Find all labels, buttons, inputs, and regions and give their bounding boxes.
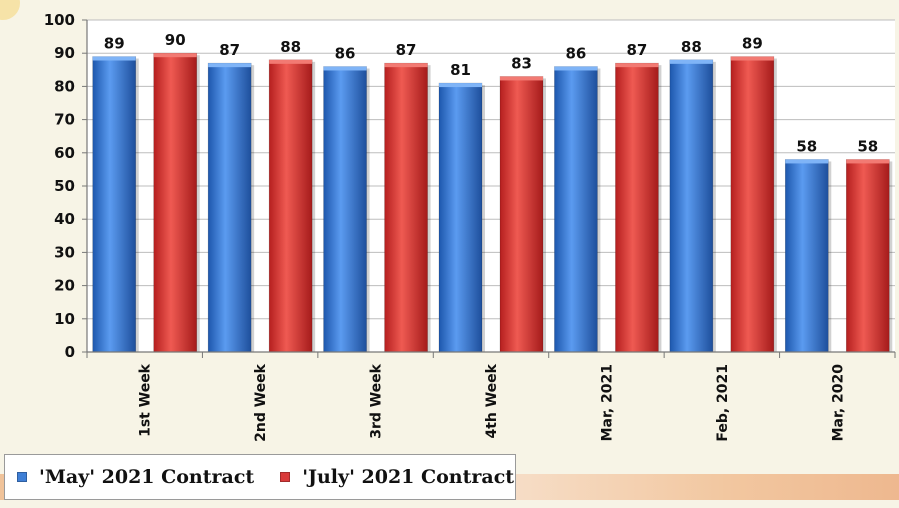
data-label: 90 [165,31,186,49]
bar-may [207,62,252,353]
bar-may [92,56,137,353]
data-label: 88 [280,38,301,56]
axes [82,19,896,358]
bar-may [784,159,829,353]
bar-may [554,66,598,353]
decorative-orange-band [516,474,899,500]
bar-july [153,52,198,353]
data-label: 86 [565,44,586,62]
bar-july [384,62,428,353]
bar-may [669,59,714,353]
bar-top-highlight [439,83,482,88]
legend-swatch-july [280,472,291,482]
legend-label-july: 'July' 2021 Contract [302,466,515,488]
bar-top-highlight [269,59,313,64]
y-tick-label: 60 [54,144,75,162]
y-tick-label: 0 [65,343,75,361]
x-category-label: Mar, 2020 [830,364,846,442]
data-label: 58 [796,137,817,155]
y-tick-label: 30 [54,243,75,261]
legend-swatch-may [17,472,27,482]
x-category-label: 4th Week [484,363,500,438]
y-tick-label: 50 [54,177,75,195]
bar-chart: 89 90 87 88 86 87 81 83 86 87 88 89 58 58 0 10 20 30 40 50… [44,11,896,442]
y-axis-tick-labels: 0 10 20 30 40 50 60 70 80 90 100 [44,11,75,361]
bar-top-highlight [615,63,659,68]
bar-top-highlight [323,66,367,71]
x-category-label: 2nd Week [253,363,269,442]
bar-july [615,62,659,353]
y-tick-label: 70 [54,111,75,129]
data-label: 87 [626,41,647,59]
y-tick-label: 80 [54,77,75,95]
data-label: 87 [396,41,417,59]
bars [92,52,893,353]
legend-item-may: 'May' 2021 Contract [17,466,254,488]
x-category-label: Feb, 2021 [715,364,731,442]
data-label: 89 [104,35,125,53]
data-label: 88 [681,38,702,56]
x-category-label: 1st Week [138,363,154,437]
decorative-corner-circle [0,0,20,20]
x-category-label: 3rd Week [369,363,385,438]
bar-july [268,59,313,353]
x-category-label: Mar, 2021 [599,364,615,441]
data-label: 86 [335,44,356,62]
bar-top-highlight [846,159,890,164]
data-label: 83 [511,54,532,72]
bar-top-highlight [92,56,136,61]
decorative-tab [0,474,4,500]
bar-top-highlight [153,53,197,58]
bar-top-highlight [730,56,774,61]
bar-top-highlight [208,63,252,68]
legend-item-july: 'July' 2021 Contract [280,466,514,488]
bar-july [845,159,890,353]
bar-july [499,76,544,353]
bar-top-highlight [669,59,713,64]
y-tick-label: 40 [54,210,75,228]
bar-july [730,56,775,353]
data-label: 87 [219,41,240,59]
data-labels: 89 90 87 88 86 87 81 83 86 87 88 89 58 58 [104,31,878,155]
y-tick-label: 100 [44,11,75,29]
bar-top-highlight [500,76,543,81]
data-label: 89 [742,35,763,53]
y-tick-label: 10 [54,310,75,328]
legend-label-may: 'May' 2021 Contract [39,466,255,488]
data-label: 58 [857,137,878,155]
data-label: 81 [450,61,471,79]
bar-top-highlight [384,63,428,68]
y-tick-label: 90 [54,44,75,62]
bar-may [323,66,367,353]
x-axis-category-labels: 1st Week 2nd Week 3rd Week 4th Week Mar, 202… [138,363,847,442]
y-tick-label: 20 [54,277,75,295]
bar-top-highlight [554,66,598,71]
bar-top-highlight [785,159,829,164]
bar-may [438,82,483,353]
legend: 'May' 2021 Contract 'July' 2021 Contract [4,454,516,500]
